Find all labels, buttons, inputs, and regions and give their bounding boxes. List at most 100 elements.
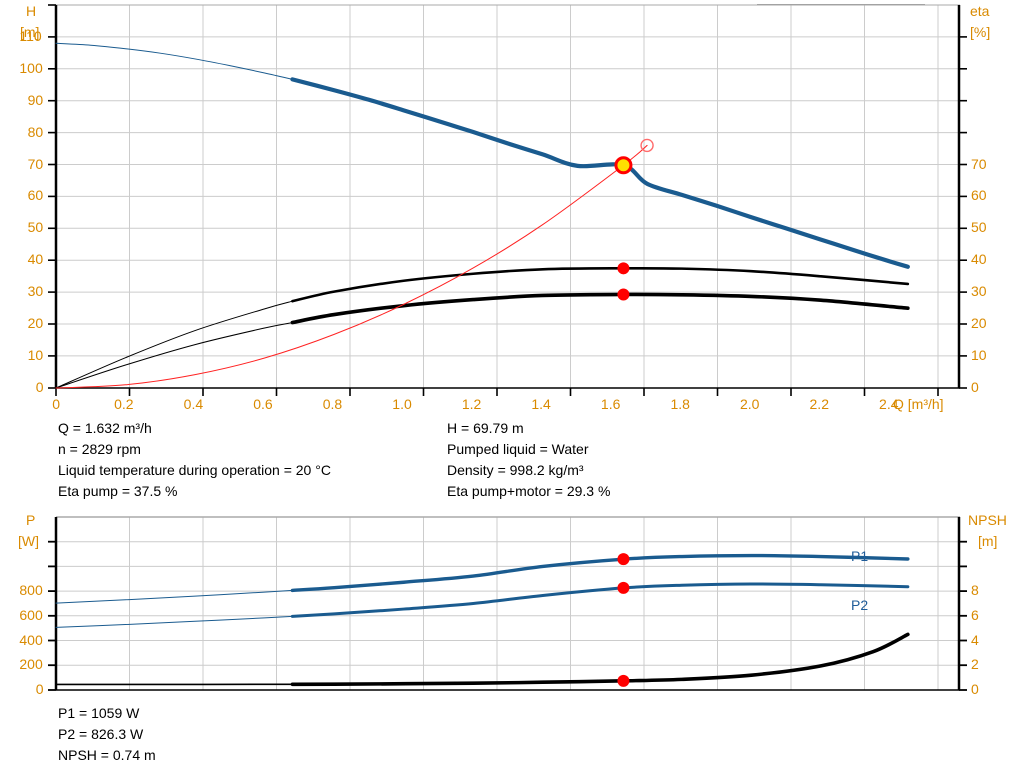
main-info-block: Q = 1.632 m³/h n = 2829 rpm Liquid tempe…: [0, 418, 1024, 510]
eta-pump-motor-curve-thin: [55, 322, 293, 389]
npsh-duty-marker: [617, 674, 630, 687]
p2-curve-label: P2: [851, 597, 869, 613]
main-y2-axis-title: eta: [970, 3, 990, 19]
main-xtick-1.2: 1.2: [461, 396, 482, 412]
main-y2tick-50: 50: [971, 219, 987, 236]
bottom-info-block: P1 = 1059 W P2 = 826.3 W NPSH = 0.74 m: [58, 703, 156, 766]
bottom-y2tick-4: 4: [971, 631, 979, 648]
info-eta-pump-motor: Eta pump+motor = 29.3 %: [447, 483, 611, 499]
bottom-y2tick-8: 8: [971, 582, 979, 599]
main-left-ticks: [48, 4, 56, 389]
info-npsh: NPSH = 0.74 m: [58, 747, 156, 763]
main-right-ticks: [959, 36, 967, 389]
main-x-axis-label: Q [m³/h]: [893, 396, 944, 412]
bottom-ytick-0: 0: [35, 681, 44, 697]
info-density: Density = 998.2 kg/m³: [447, 462, 584, 478]
head-curve-thin: [55, 42, 293, 80]
main-xtick-0: 0: [52, 396, 60, 412]
main-grid-horizontal: [56, 36, 960, 357]
main-marker-group: [614, 138, 654, 301]
bottom-chart-plot: [48, 516, 967, 691]
p1-curve-thick: [290, 553, 910, 593]
main-ytick-90: 90: [27, 91, 44, 108]
main-xtick-2.0: 2.0: [739, 396, 760, 412]
main-ytick-0: 0: [35, 379, 44, 395]
info-right-col: H = 69.79 m Pumped liquid = Water Densit…: [447, 418, 610, 502]
main-xtick-0.6: 0.6: [253, 396, 273, 412]
main-y2tick-0: 0: [971, 379, 979, 395]
main-ytick-110: 110: [19, 27, 42, 44]
main-xtick-0.4: 0.4: [183, 396, 204, 412]
p1-curve-label: P1: [851, 548, 869, 564]
eta-pump-duty-marker: [617, 262, 630, 275]
p1-duty-marker: [617, 553, 630, 566]
main-xtick-0.8: 0.8: [322, 396, 343, 412]
system-curve: [55, 144, 648, 389]
main-xtick-2.4: 2.4: [879, 396, 899, 412]
p1-curve-thin: [55, 589, 293, 604]
main-xtick-1.0: 1.0: [392, 396, 412, 412]
main-xtick-2.2: 2.2: [809, 396, 829, 412]
main-ytick-10: 10: [27, 346, 44, 363]
info-p2: P2 = 826.3 W: [58, 726, 144, 742]
main-y2tick-10: 10: [971, 346, 987, 363]
power-npsh-chart: P [W] NPSH [m]: [0, 508, 1024, 708]
main-y2tick-40: 40: [971, 251, 987, 268]
main-xtick-0.2: 0.2: [114, 396, 134, 412]
main-ytick-40: 40: [27, 251, 44, 268]
bottom-ytick-600: 600: [19, 606, 43, 623]
main-y2-axis-unit: [%]: [970, 24, 991, 40]
bottom-grid-horizontal: [56, 541, 960, 666]
eta-pump-motor-curve-thick: [290, 292, 910, 325]
main-x-ticks: [55, 388, 939, 396]
main-y2tick-30: 30: [971, 283, 987, 300]
bottom-grid-vertical: [129, 517, 939, 690]
main-ytick-60: 60: [27, 187, 44, 204]
info-n: n = 2829 rpm: [58, 441, 141, 457]
main-ytick-70: 70: [27, 155, 44, 172]
bottom-ytick-800: 800: [19, 582, 43, 599]
info-h: H = 69.79 m: [447, 420, 524, 436]
main-ytick-80: 80: [27, 123, 44, 140]
bottom-y2-axis-unit: [m]: [978, 533, 998, 549]
bottom-y2tick-0: 0: [971, 681, 979, 697]
bottom-y-axis-title: P: [26, 512, 36, 528]
p2-curve-thick: [290, 582, 910, 618]
main-xtick-1.6: 1.6: [600, 396, 621, 412]
info-q: Q = 1.632 m³/h: [58, 420, 152, 436]
eta-pump-motor-duty-marker: [617, 288, 630, 301]
bottom-y2tick-2: 2: [971, 656, 979, 673]
duty-point-marker: [614, 156, 633, 175]
main-y2tick-20: 20: [971, 315, 987, 331]
info-eta-pump: Eta pump = 37.5 %: [58, 483, 178, 499]
bottom-ytick-200: 200: [19, 656, 43, 673]
eta-pump-curve-thin: [55, 300, 293, 389]
main-grid-vertical: [129, 5, 939, 388]
head-efficiency-chart: H [m] eta [%] CM 1-12, 1*230 V, 50Hz: [19, 3, 991, 412]
main-y2tick-60: 60: [971, 187, 987, 204]
info-liquid-temp: Liquid temperature during operation = 20…: [58, 462, 331, 478]
bottom-y2tick-6: 6: [971, 606, 979, 623]
info-pumped-liquid: Pumped liquid = Water: [447, 441, 589, 457]
main-xtick-1.4: 1.4: [531, 396, 551, 412]
bottom-marker-group: [617, 553, 630, 687]
bottom-ytick-400: 400: [19, 631, 43, 648]
main-chart-plot: [48, 4, 967, 396]
main-y2tick-70: 70: [971, 155, 987, 172]
system-curve-endpoint-marker: [640, 138, 654, 153]
p2-duty-marker: [617, 581, 630, 594]
bottom-left-ticks: [48, 540, 56, 691]
p2-curve-thin: [55, 615, 293, 628]
info-left-col: Q = 1.632 m³/h n = 2829 rpm Liquid tempe…: [58, 418, 331, 502]
main-y-axis-unit: [m]: [20, 24, 40, 40]
bottom-y2-axis-title: NPSH: [968, 512, 1007, 528]
bottom-curve-group: [55, 553, 910, 687]
main-ytick-20: 20: [27, 315, 44, 331]
info-p1: P1 = 1059 W: [58, 705, 140, 721]
eta-pump-curve-thick: [291, 266, 910, 303]
npsh-curve-thick: [290, 632, 910, 687]
main-ytick-30: 30: [27, 283, 44, 300]
main-xtick-1.8: 1.8: [670, 396, 690, 412]
main-y-axis-title: H: [26, 3, 37, 19]
main-ytick-50: 50: [27, 219, 44, 236]
